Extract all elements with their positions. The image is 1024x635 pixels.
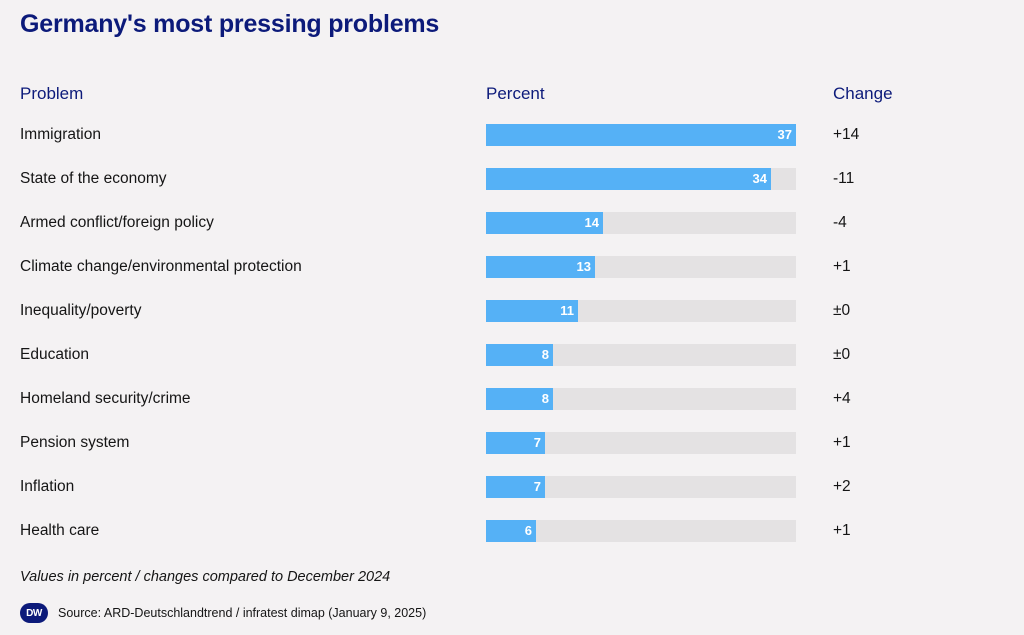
- change-value: -11: [833, 170, 855, 187]
- bar-value-label: 8: [541, 391, 549, 406]
- bar-row: Homeland security/crime 8 +4: [0, 388, 1024, 432]
- bar: 34: [486, 168, 771, 190]
- bar-row: Inequality/poverty 11 ±0: [0, 300, 1024, 344]
- bar-value-label: 34: [752, 171, 767, 186]
- category-label: Inflation: [20, 478, 75, 495]
- category-label: Pension system: [20, 434, 130, 451]
- bar-value-label: 37: [777, 127, 792, 142]
- bar-track: 7: [486, 476, 796, 498]
- category-label: Education: [20, 346, 89, 363]
- bar: 14: [486, 212, 603, 234]
- category-label: Homeland security/crime: [20, 390, 191, 407]
- bar-track: 34: [486, 168, 796, 190]
- bar-track: 14: [486, 212, 796, 234]
- chart-title: Germany's most pressing problems: [20, 10, 440, 38]
- bar: 13: [486, 256, 595, 278]
- category-label: Armed conflict/foreign policy: [20, 214, 214, 231]
- bar-value-label: 6: [524, 523, 532, 538]
- change-value: ±0: [833, 302, 851, 319]
- bar-track: 13: [486, 256, 796, 278]
- category-label: Inequality/poverty: [20, 302, 142, 319]
- bar: 11: [486, 300, 578, 322]
- bar-row: Pension system 7 +1: [0, 432, 1024, 476]
- chart-note: Values in percent / changes compared to …: [20, 569, 391, 585]
- bar-value-label: 14: [584, 215, 599, 230]
- bar-row: Climate change/environmental protection 1…: [0, 256, 1024, 300]
- column-header-change: Change: [833, 84, 893, 103]
- bar-track: 8: [486, 344, 796, 366]
- bar-value-label: 13: [576, 259, 591, 274]
- category-label: Climate change/environmental protection: [20, 258, 302, 275]
- bar: 7: [486, 432, 545, 454]
- category-label: Health care: [20, 522, 100, 539]
- change-value: +14: [833, 126, 860, 143]
- bar: 8: [486, 344, 553, 366]
- bar: 6: [486, 520, 536, 542]
- bar-row: State of the economy 34 -11: [0, 168, 1024, 212]
- bar-value-label: 8: [541, 347, 549, 362]
- bar-row: Immigration 37 +14: [0, 124, 1024, 168]
- change-value: +1: [833, 258, 851, 275]
- bar-track: 11: [486, 300, 796, 322]
- change-value: +2: [833, 478, 851, 495]
- bar-value-label: 7: [533, 479, 541, 494]
- bar-track: 8: [486, 388, 796, 410]
- bar: 37: [486, 124, 796, 146]
- bar-row: Education 8 ±0: [0, 344, 1024, 388]
- source-line: DW Source: ARD-Deutschlandtrend / infrat…: [20, 603, 426, 623]
- bar-track: 7: [486, 432, 796, 454]
- bar: 7: [486, 476, 545, 498]
- bar-value-label: 7: [533, 435, 541, 450]
- bar: 8: [486, 388, 553, 410]
- bar-row: Armed conflict/foreign policy 14 -4: [0, 212, 1024, 256]
- bar-row: Inflation 7 +2: [0, 476, 1024, 520]
- column-header-problem: Problem: [20, 84, 84, 103]
- change-value: ±0: [833, 346, 851, 363]
- change-value: -4: [833, 214, 847, 231]
- bar-value-label: 11: [560, 303, 574, 318]
- source-text: Source: ARD-Deutschlandtrend / infratest…: [58, 606, 427, 620]
- change-value: +1: [833, 522, 851, 539]
- dw-logo-icon: DW: [20, 603, 48, 623]
- bar-row: Health care 6 +1: [0, 520, 1024, 564]
- bar-track: 37: [486, 124, 796, 146]
- column-header-percent: Percent: [486, 84, 545, 103]
- change-value: +4: [833, 390, 851, 407]
- bar-track: 6: [486, 520, 796, 542]
- category-label: Immigration: [20, 126, 101, 143]
- change-value: +1: [833, 434, 851, 451]
- category-label: State of the economy: [20, 170, 167, 187]
